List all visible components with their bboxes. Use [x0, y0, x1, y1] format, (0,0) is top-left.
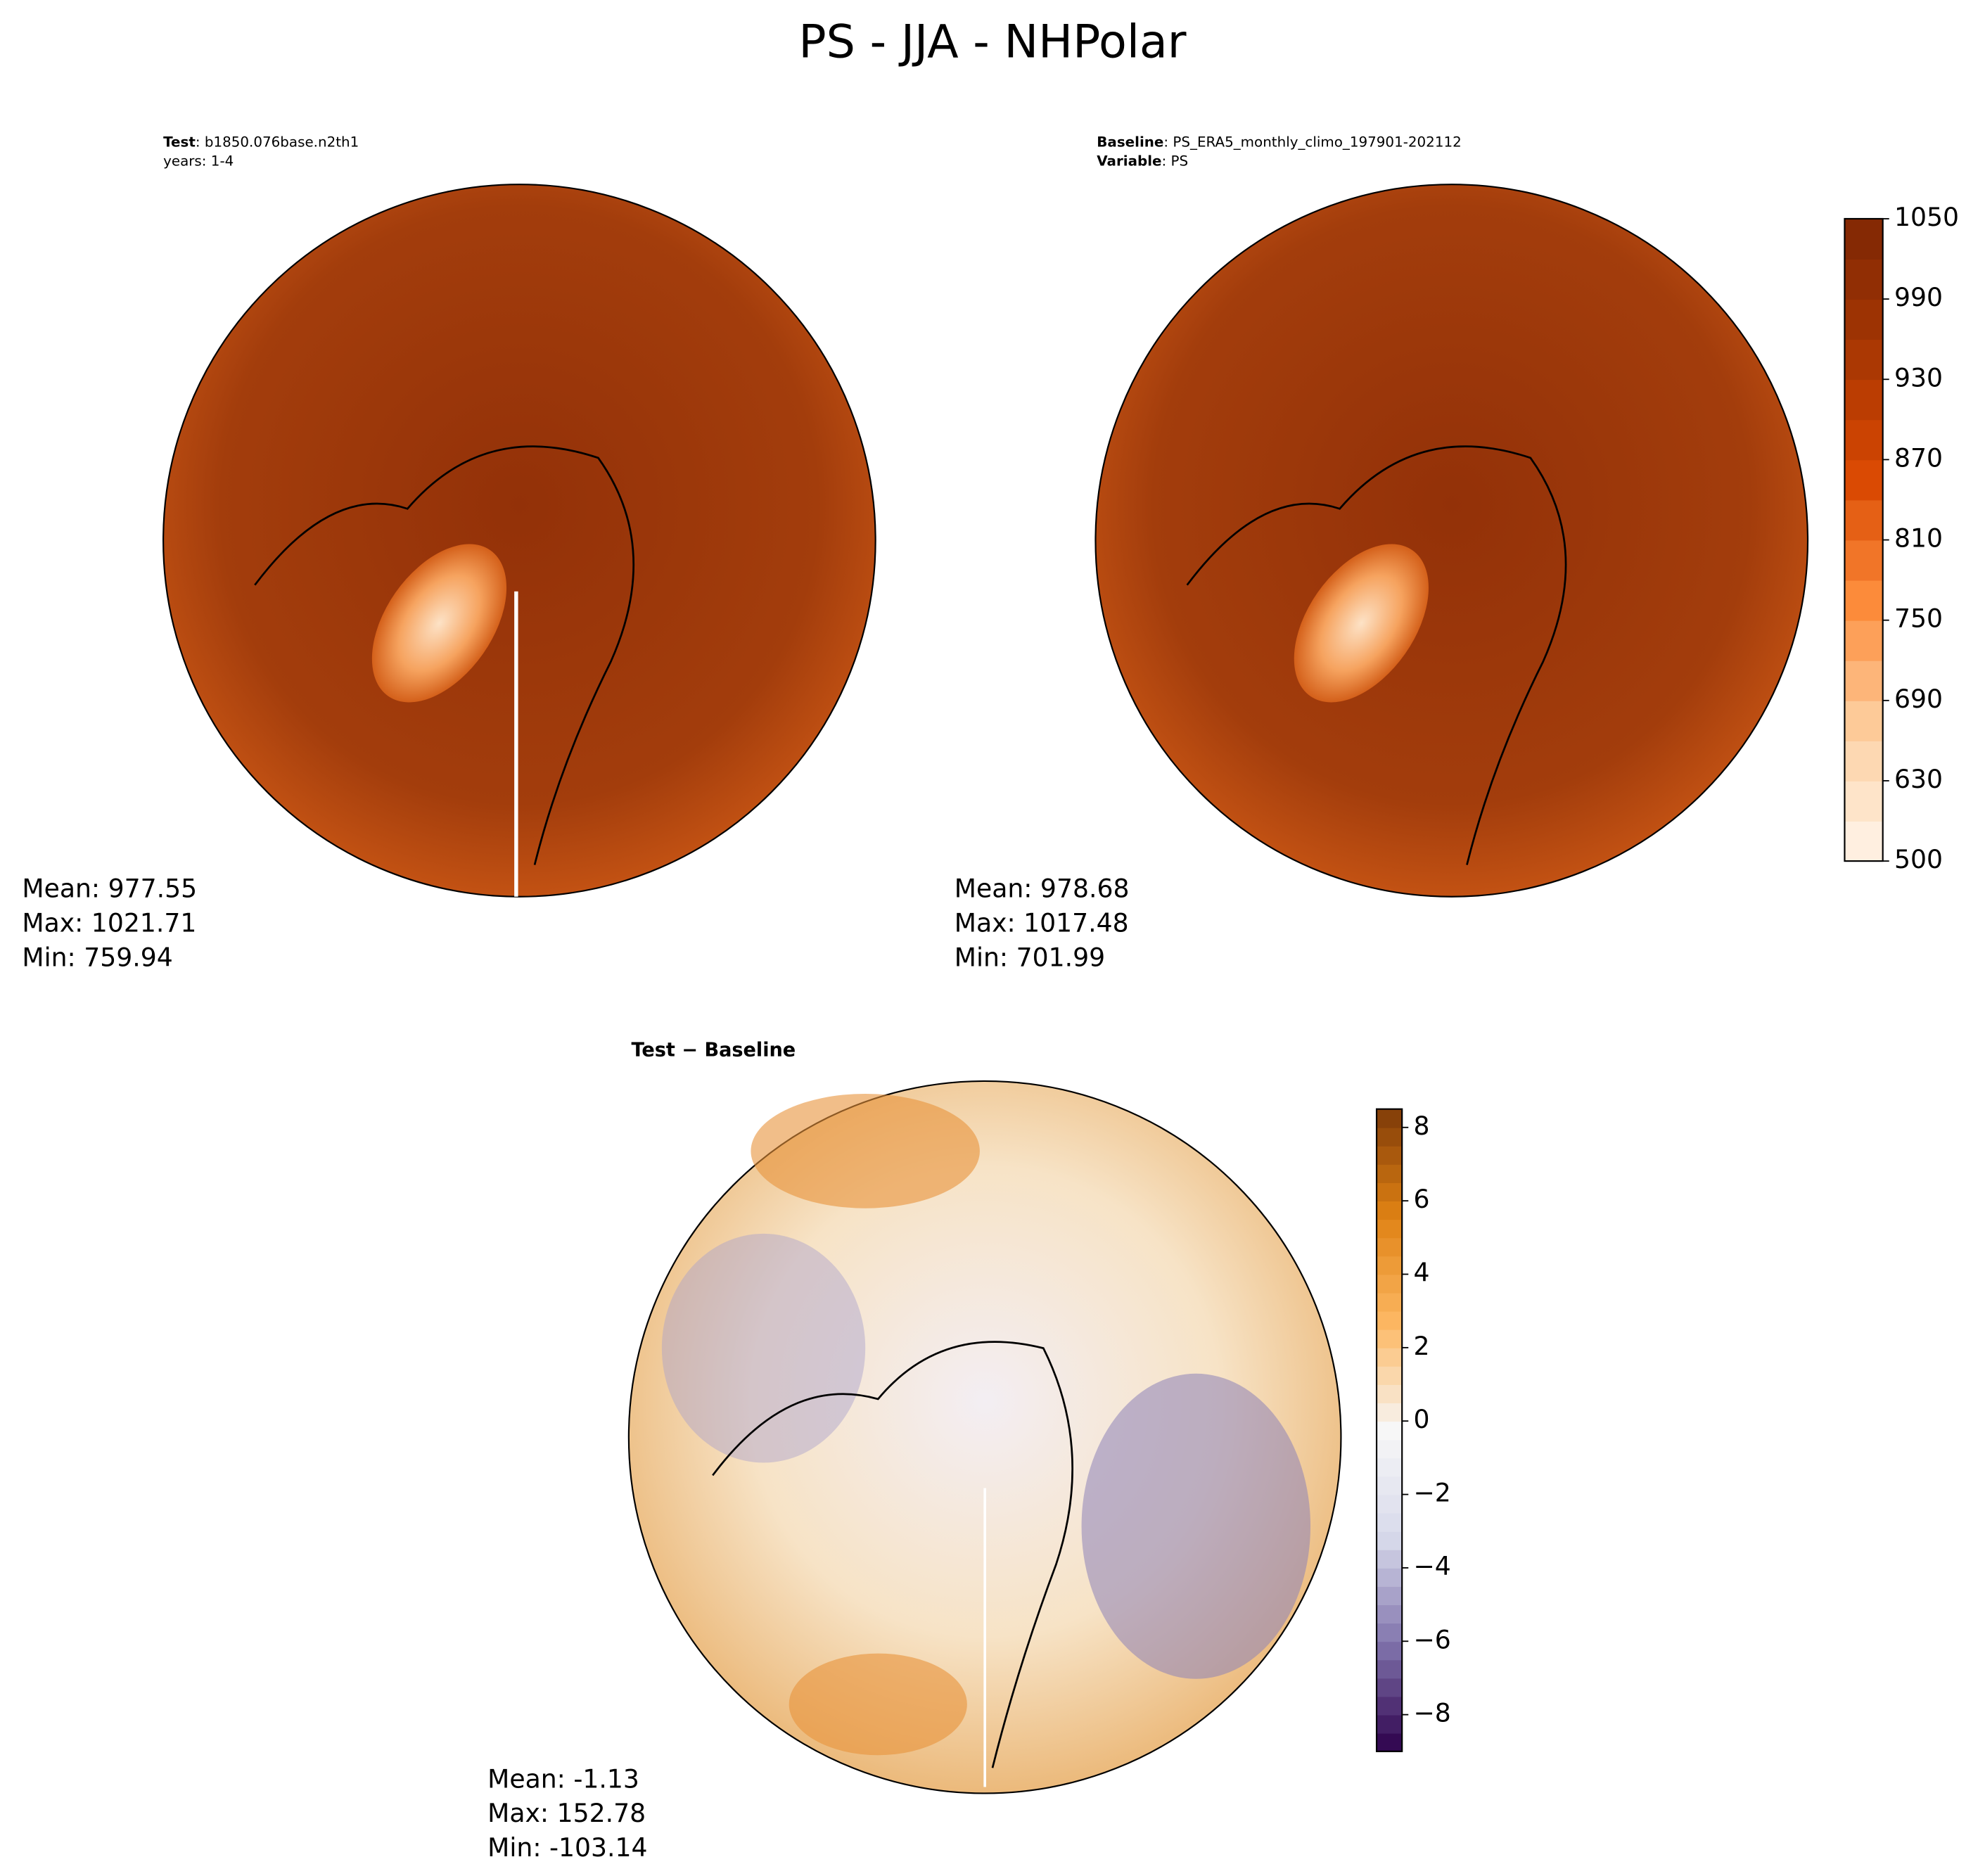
colorbar-band	[1844, 740, 1883, 781]
colorbar-band	[1844, 379, 1883, 421]
colorbar-band	[1377, 1403, 1403, 1422]
colorbar-band	[1377, 1696, 1403, 1716]
colorbar-band	[1844, 660, 1883, 701]
colorbar-band	[1377, 1109, 1403, 1128]
panel-stat: Max: 1021.71	[22, 908, 196, 938]
colorbar-tick-label: −6	[1413, 1624, 1450, 1654]
colorbar-band	[1377, 1567, 1403, 1587]
colorbar-band	[1377, 1604, 1403, 1624]
colorbar-tick-label: 690	[1894, 684, 1943, 714]
panel-stat: Max: 1017.48	[955, 908, 1129, 938]
colorbar-band	[1377, 1201, 1403, 1220]
colorbar-band	[1844, 299, 1883, 340]
colorbar-band	[1377, 1219, 1403, 1239]
colorbar-tick-label: 8	[1413, 1111, 1429, 1141]
colorbar-band	[1377, 1512, 1403, 1532]
colorbar-band	[1844, 218, 1883, 260]
colorbar-band	[1377, 1256, 1403, 1275]
colorbar-tick-label: 6	[1413, 1184, 1429, 1214]
colorbar-tick-label: 1050	[1894, 202, 1959, 232]
header-text: : PS	[1162, 153, 1189, 169]
colorbar-band	[1377, 1347, 1403, 1367]
colorbar-band	[1377, 1733, 1403, 1752]
colorbar-frame	[1375, 1108, 1403, 1752]
panel-stat: Mean: 977.55	[22, 874, 197, 904]
colorbar-band	[1377, 1274, 1403, 1294]
header-text: : b1850.076base.n2th1	[196, 134, 359, 150]
panel-stat: Min: -103.14	[487, 1832, 647, 1863]
colorbar-band	[1844, 620, 1883, 661]
panel-stat: Min: 759.94	[22, 942, 172, 972]
header-label: Variable	[1097, 153, 1161, 169]
colorbar-band	[1844, 459, 1883, 501]
colorbar-tick-label: 870	[1894, 442, 1943, 473]
colorbar-band	[1377, 1329, 1403, 1348]
colorbar-tick-label: 630	[1894, 764, 1943, 794]
colorbar-band	[1844, 580, 1883, 621]
colorbar-band	[1844, 499, 1883, 541]
panel-header: years: 1-4	[163, 153, 234, 169]
map-difference	[627, 1080, 1342, 1794]
panel-header: Test: b1850.076base.n2th1	[163, 134, 359, 150]
colorbar-tick-label: 2	[1413, 1331, 1429, 1361]
panel-stat: Max: 152.78	[487, 1798, 646, 1828]
colorbar-tick-label: 810	[1894, 523, 1943, 554]
colorbar-band	[1377, 1586, 1403, 1605]
panel-stat: Mean: -1.13	[487, 1763, 639, 1794]
colorbar-band	[1377, 1439, 1403, 1459]
colorbar-tick-label: −8	[1413, 1698, 1450, 1728]
panel-stat: Min: 701.99	[955, 942, 1105, 972]
map-test	[162, 184, 876, 898]
colorbar-band	[1377, 1310, 1403, 1330]
panel-header: Baseline: PS_ERA5_monthly_climo_197901-2…	[1097, 134, 1462, 150]
panel-header: Variable: PS	[1097, 153, 1188, 169]
colorbar-tick-label: 930	[1894, 362, 1943, 393]
colorbar-band	[1377, 1182, 1403, 1202]
header-label: Test − Baseline	[631, 1039, 796, 1061]
colorbar-band	[1844, 540, 1883, 581]
colorbar-band	[1844, 419, 1883, 461]
colorbar-band	[1377, 1494, 1403, 1514]
colorbar-band	[1377, 1237, 1403, 1257]
colorbar-band	[1377, 1145, 1403, 1165]
colorbar-tick-label: 500	[1894, 844, 1943, 874]
colorbar-band	[1377, 1659, 1403, 1679]
colorbar-tick-label: −4	[1413, 1551, 1450, 1581]
colorbar-band	[1377, 1714, 1403, 1734]
header-label: Baseline	[1097, 134, 1163, 150]
colorbar-tick-label: 4	[1413, 1257, 1429, 1287]
header-text: : PS_ERA5_monthly_climo_197901-202112	[1163, 134, 1461, 150]
colorbar-band	[1377, 1457, 1403, 1477]
colorbar-band	[1377, 1384, 1403, 1404]
map-baseline	[1094, 184, 1809, 898]
figure-title: PS - JJA - NHPolar	[798, 15, 1186, 68]
colorbar-band	[1377, 1127, 1403, 1147]
colorbar-band	[1844, 780, 1883, 822]
colorbar-band	[1377, 1476, 1403, 1495]
colorbar-band	[1377, 1292, 1403, 1312]
colorbar-band	[1377, 1549, 1403, 1569]
colorbar-band	[1844, 821, 1883, 862]
colorbar-tick-label: −2	[1413, 1478, 1450, 1508]
colorbar-tick-label: 0	[1413, 1404, 1429, 1434]
colorbar-band	[1844, 339, 1883, 381]
colorbar-band	[1377, 1641, 1403, 1661]
colorbar-band	[1377, 1365, 1403, 1385]
panel-stat: Mean: 978.68	[955, 874, 1130, 904]
colorbar-tick-label: 990	[1894, 282, 1943, 312]
colorbar-band	[1377, 1163, 1403, 1183]
panel-header: Test − Baseline	[631, 1039, 796, 1061]
colorbar-tick-label: 750	[1894, 604, 1943, 634]
colorbar-band	[1844, 700, 1883, 741]
colorbar-band	[1377, 1623, 1403, 1642]
header-text: years: 1-4	[163, 153, 234, 169]
colorbar-band	[1377, 1678, 1403, 1697]
colorbar-band	[1377, 1531, 1403, 1550]
header-label: Test	[163, 134, 196, 150]
colorbar-band	[1844, 259, 1883, 300]
colorbar-band	[1377, 1421, 1403, 1441]
